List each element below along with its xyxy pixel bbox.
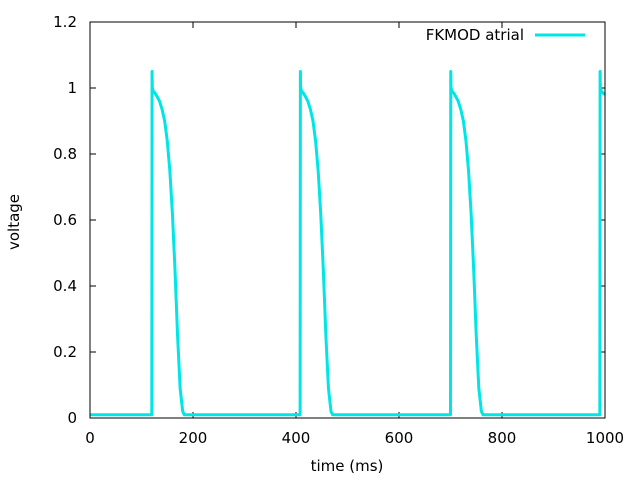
x-tick-label: 600	[385, 429, 414, 447]
x-tick-label: 800	[488, 429, 517, 447]
tick-marks	[89, 21, 606, 419]
y-tick-label: 1.2	[53, 13, 77, 31]
y-tick-label: 0.2	[53, 343, 77, 361]
x-tick-label: 1000	[586, 429, 624, 447]
y-tick-label: 0	[67, 409, 77, 427]
x-tick-label: 200	[179, 429, 208, 447]
legend-label: FKMOD atrial	[426, 26, 524, 44]
legend: FKMOD atrial	[426, 26, 585, 44]
y-tick-label: 0.8	[53, 145, 77, 163]
y-tick-label: 0.6	[53, 211, 77, 229]
x-axis-title: time (ms)	[311, 457, 384, 475]
x-tick-labels: 0 200 400 600 800 1000	[85, 429, 624, 447]
plot-frame	[89, 21, 606, 419]
y-axis-title: voltage	[5, 194, 23, 250]
series-line	[90, 70, 606, 417]
y-tick-label: 0.4	[53, 277, 77, 295]
x-tick-label: 0	[85, 429, 95, 447]
y-tick-labels: 0 0.2 0.4 0.6 0.8 1 1.2	[53, 13, 77, 427]
series-layer	[90, 70, 606, 417]
y-tick-label: 1	[67, 79, 77, 97]
x-tick-label: 400	[282, 429, 311, 447]
